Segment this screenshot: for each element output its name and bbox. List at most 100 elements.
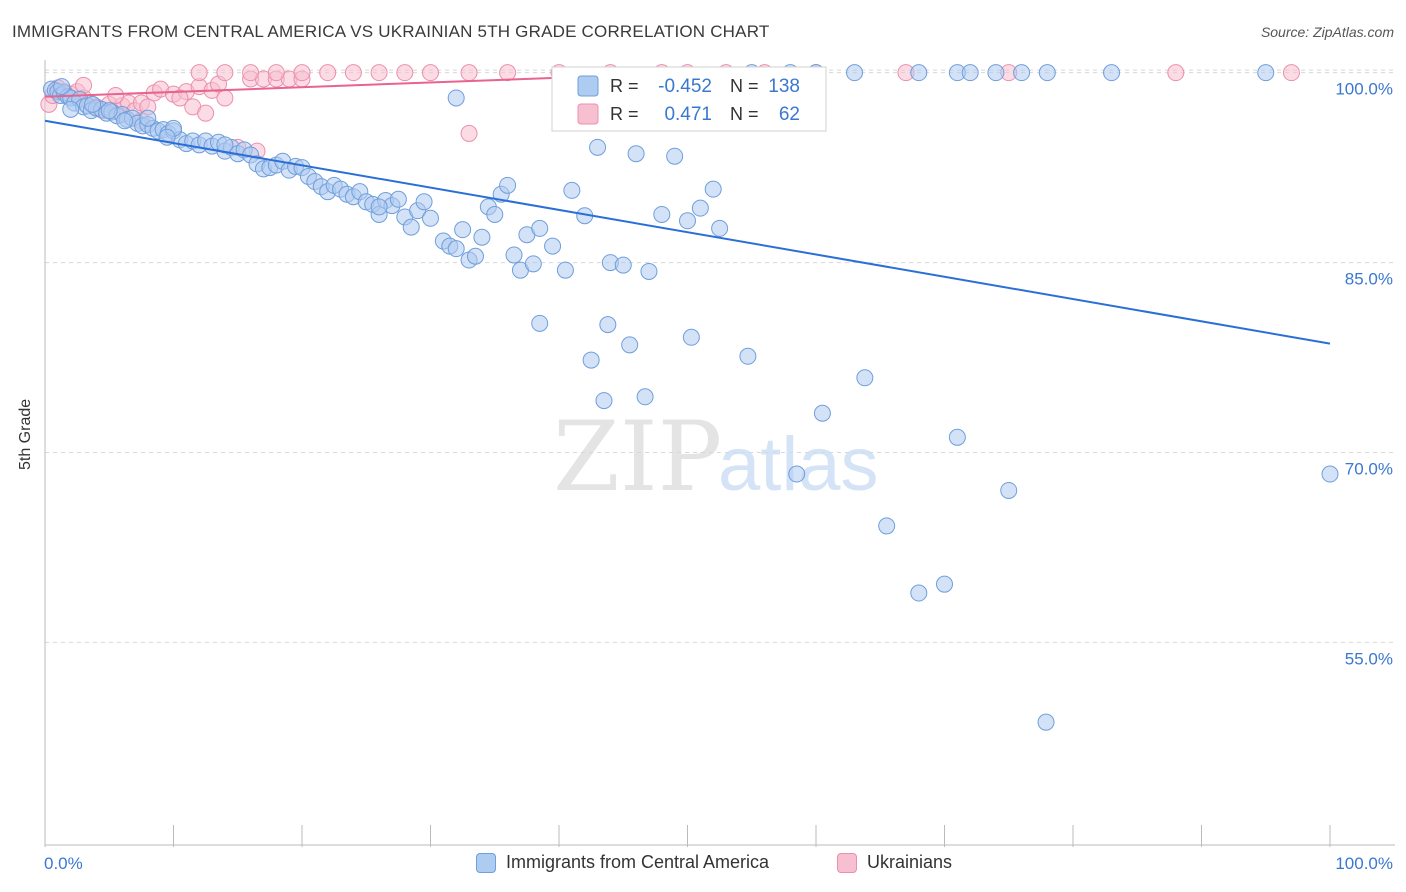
- series-blue-points: [42, 64, 1339, 731]
- n-value: 138: [768, 76, 800, 97]
- data-point: [293, 64, 311, 82]
- data-point: [704, 180, 722, 198]
- data-point: [107, 86, 125, 104]
- r-label: R =: [610, 104, 639, 124]
- data-point: [948, 428, 966, 446]
- data-point: [563, 181, 581, 199]
- x-tick-label-max: 100.0%: [1335, 854, 1393, 873]
- data-point: [466, 247, 484, 265]
- data-point: [636, 388, 654, 406]
- watermark-atlas: atlas: [718, 422, 879, 507]
- data-point: [422, 64, 439, 82]
- data-point: [531, 314, 549, 332]
- data-point: [1167, 64, 1185, 82]
- legend-label-central-america: Immigrants from Central America: [506, 852, 770, 872]
- y-tick-label: 55.0%: [1345, 649, 1393, 668]
- data-point: [1103, 64, 1121, 82]
- watermark-zip: ZIP: [553, 401, 722, 513]
- data-point: [370, 64, 388, 82]
- data-point: [544, 237, 562, 255]
- data-point: [640, 262, 658, 280]
- data-point: [691, 199, 709, 217]
- data-point: [460, 124, 478, 142]
- data-point: [653, 205, 671, 223]
- data-point: [878, 517, 896, 535]
- data-point: [627, 145, 645, 163]
- data-point: [319, 64, 337, 82]
- legend-swatch-blue: [476, 852, 496, 873]
- data-point: [1321, 465, 1339, 483]
- data-point: [1282, 64, 1300, 82]
- data-point: [62, 100, 80, 118]
- data-point: [53, 78, 71, 96]
- data-point: [197, 104, 215, 122]
- data-point: [599, 316, 617, 334]
- data-point: [987, 64, 1005, 82]
- data-point: [139, 109, 157, 127]
- data-point: [682, 328, 700, 346]
- data-point: [190, 64, 208, 82]
- data-point: [267, 64, 285, 82]
- data-point: [524, 255, 542, 273]
- y-tick-label: 70.0%: [1345, 460, 1393, 479]
- data-point: [447, 89, 465, 107]
- data-point: [595, 392, 613, 410]
- data-point: [739, 347, 757, 365]
- data-point: [473, 228, 491, 246]
- data-point: [389, 190, 407, 208]
- data-point: [1257, 64, 1275, 82]
- legend-item-central-america[interactable]: Immigrants from Central America: [476, 852, 769, 873]
- data-point: [910, 584, 928, 602]
- data-point: [1000, 481, 1018, 499]
- data-point: [84, 95, 102, 113]
- data-point: [1037, 713, 1055, 731]
- legend-label-ukrainians: Ukrainians: [867, 852, 953, 872]
- data-point: [460, 64, 478, 82]
- data-point: [402, 218, 420, 236]
- data-point: [499, 176, 517, 194]
- r-label: R =: [610, 76, 639, 96]
- data-point: [505, 246, 523, 264]
- data-point: [846, 64, 864, 82]
- data-point: [531, 219, 549, 237]
- data-point: [679, 212, 696, 230]
- x-tick-label-min: 0.0%: [44, 854, 83, 873]
- data-point: [813, 404, 831, 422]
- data-point: [116, 112, 134, 130]
- data-point: [242, 64, 260, 82]
- data-point: [621, 336, 639, 354]
- legend-swatch-pink: [837, 852, 857, 873]
- data-point: [582, 351, 600, 369]
- data-point: [666, 147, 684, 165]
- data-point: [711, 219, 729, 237]
- legend-item-ukrainians[interactable]: Ukrainians: [837, 852, 952, 873]
- data-point: [75, 76, 93, 94]
- data-point: [614, 256, 632, 274]
- data-point: [447, 240, 465, 258]
- stats-swatch-blue: [577, 75, 599, 97]
- chart-title: IMMIGRANTS FROM CENTRAL AMERICA VS UKRAI…: [12, 22, 770, 41]
- data-point: [1038, 64, 1056, 82]
- data-point: [422, 209, 439, 227]
- n-label: N =: [730, 104, 759, 124]
- n-value: 62: [779, 104, 800, 125]
- data-point: [499, 64, 517, 82]
- stats-legend: R = -0.452 N = 138 R = 0.471 N = 62: [551, 66, 827, 132]
- data-point: [486, 205, 504, 223]
- data-point: [454, 221, 472, 239]
- data-point: [415, 193, 433, 211]
- n-label: N =: [730, 76, 759, 96]
- data-point: [961, 64, 979, 82]
- data-point: [910, 64, 928, 82]
- r-value: -0.452: [658, 76, 712, 97]
- data-point: [100, 102, 118, 120]
- data-point: [856, 369, 874, 387]
- trend-line-blue: [44, 119, 1331, 345]
- bottom-legend: Immigrants from Central America Ukrainia…: [0, 852, 1406, 878]
- data-point: [788, 465, 806, 483]
- r-value: 0.471: [664, 104, 712, 125]
- y-tick-label: 100.0%: [1335, 80, 1393, 99]
- data-point: [396, 64, 414, 82]
- data-point: [216, 64, 234, 82]
